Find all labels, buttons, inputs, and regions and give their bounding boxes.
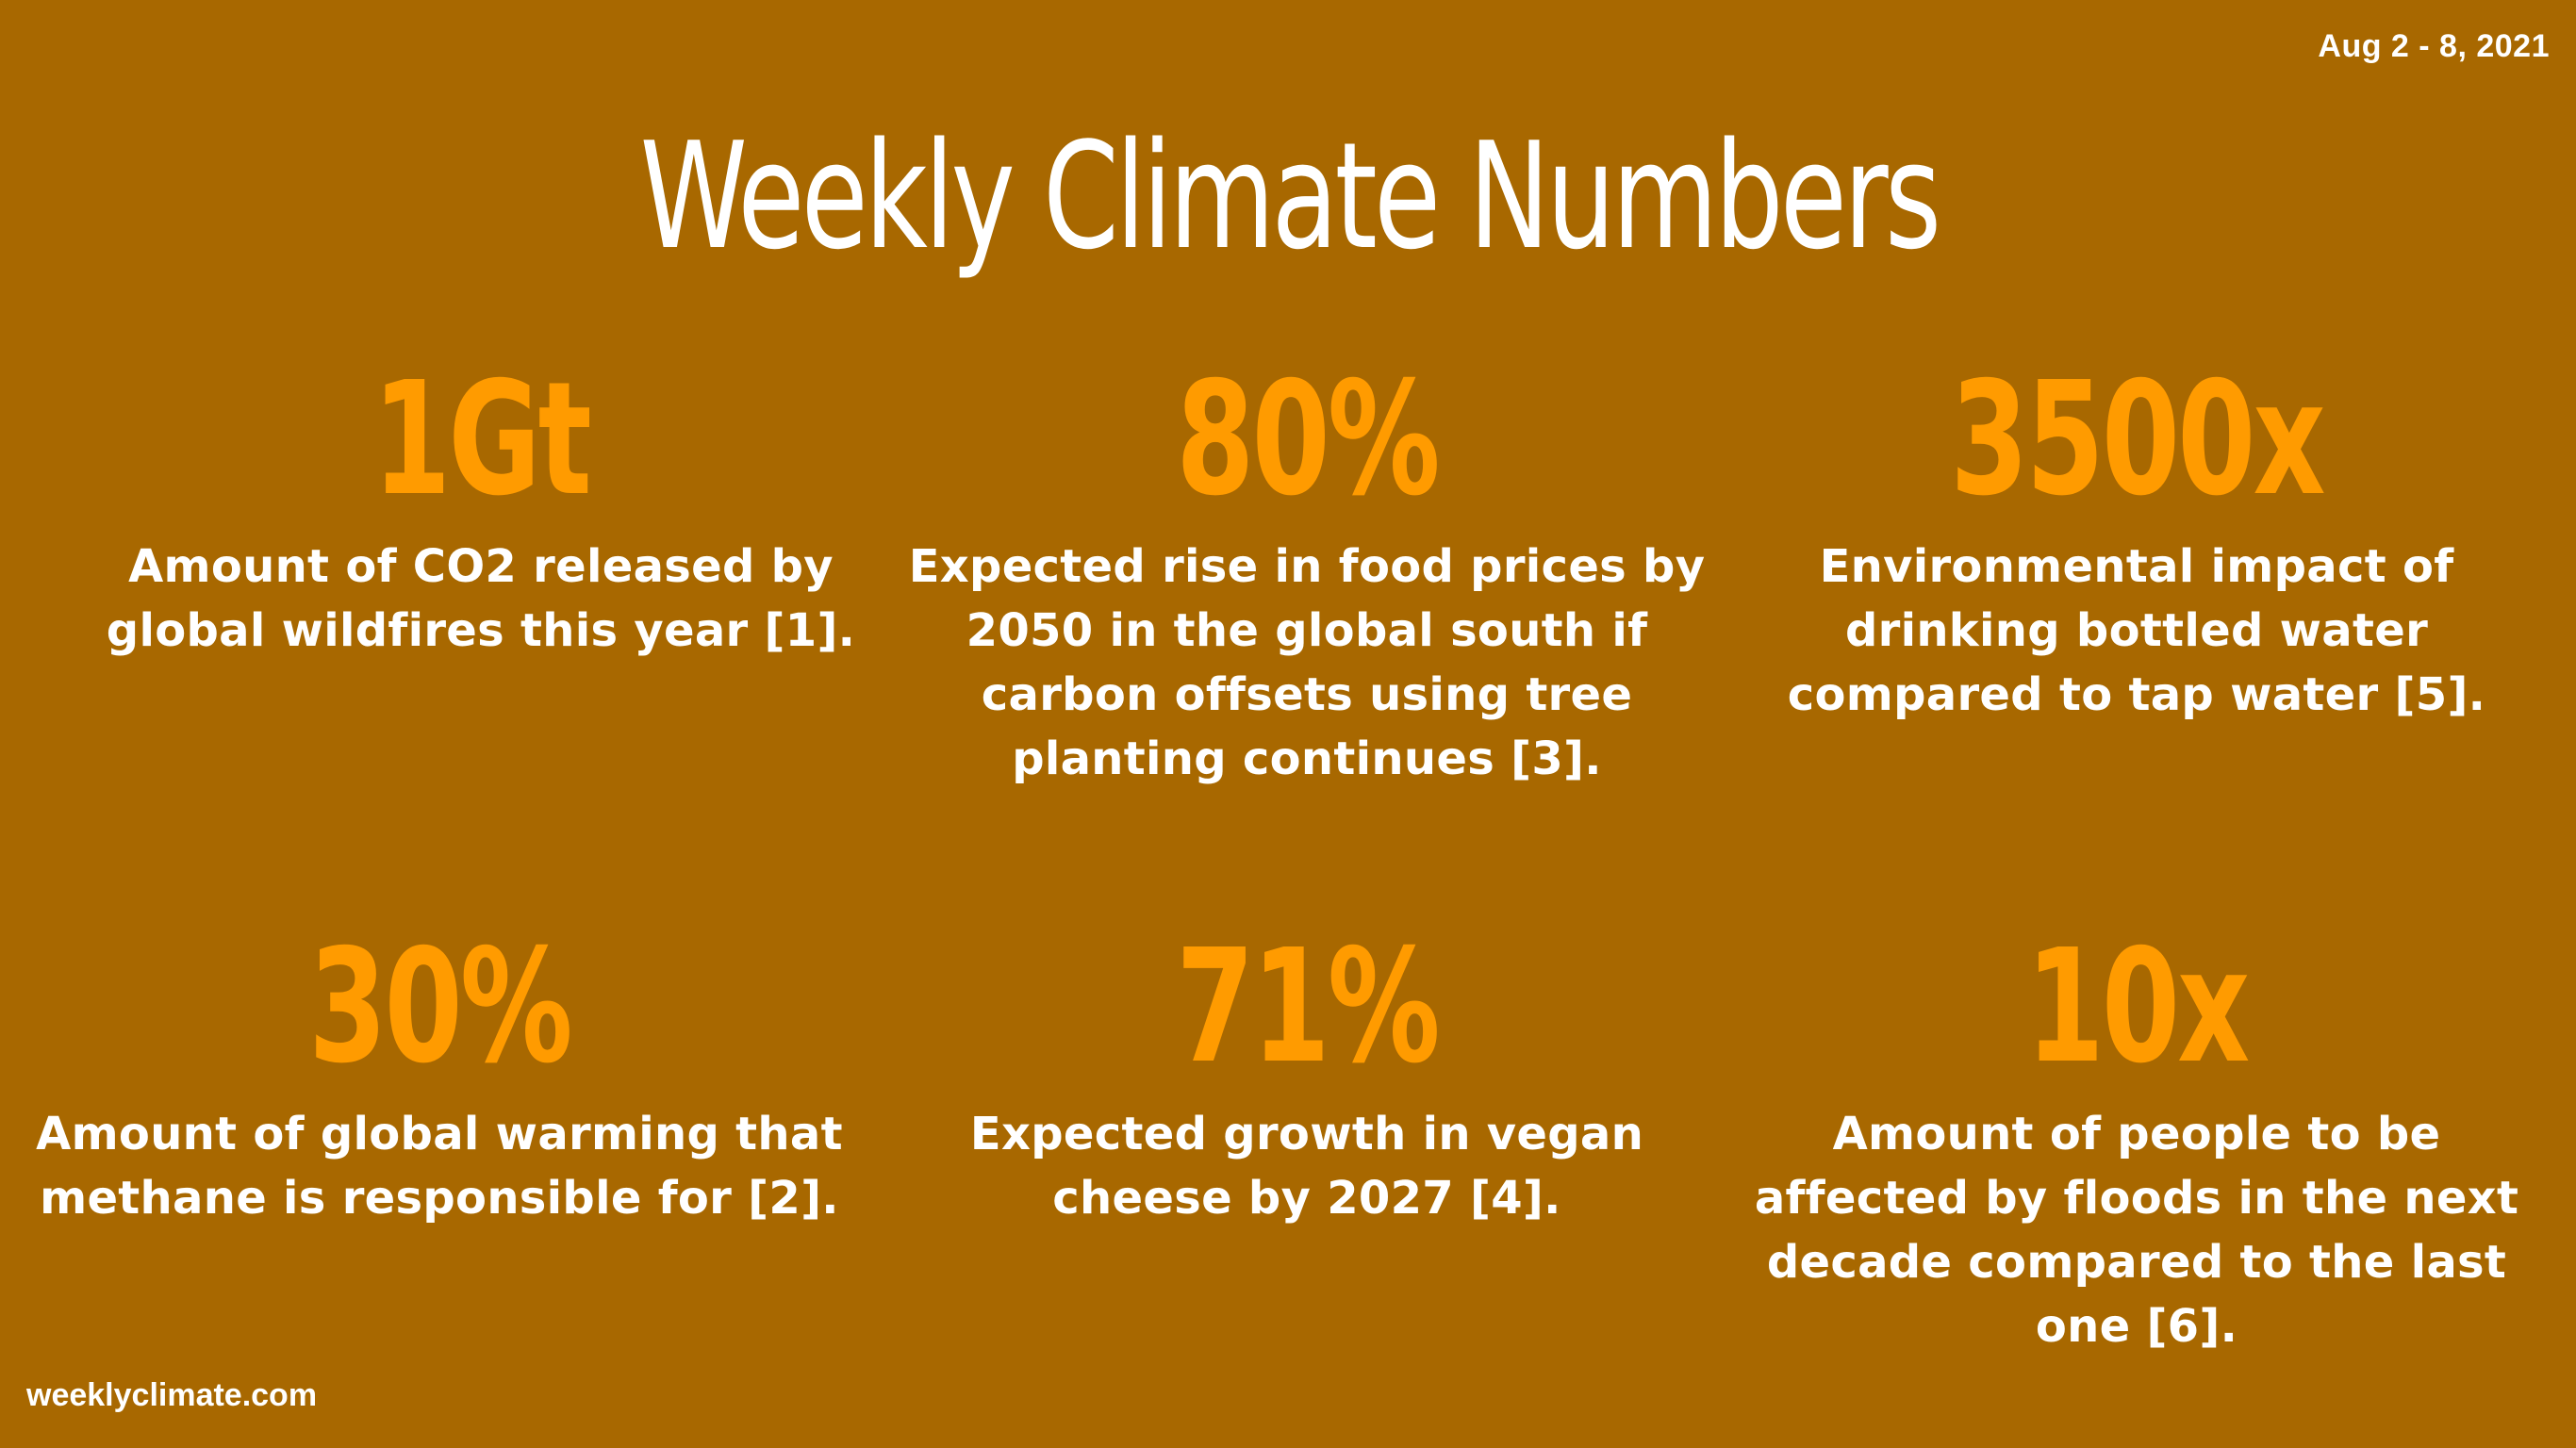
page-title: Weekly Climate Numbers (639, 110, 1941, 282)
stat-number: 3500x (1950, 349, 2325, 531)
stat-description: Expected growth in vegan cheese by 2027 … (969, 1108, 1644, 1225)
website-footer: weeklyclimate.com (26, 1377, 318, 1413)
stat-description: Amount of people to be affected by flood… (1754, 1108, 2519, 1353)
stat-description: Amount of CO2 released by global wildfir… (106, 540, 856, 657)
stat-description: Amount of global warming that methane is… (36, 1108, 843, 1225)
stat-number: 80% (1176, 349, 1440, 531)
stat-number: 71% (1176, 916, 1440, 1098)
stat-card: 1Gt Amount of CO2 released by global wil… (75, 360, 886, 663)
date-range: Aug 2 - 8, 2021 (2318, 28, 2550, 64)
stat-card: 30% Amount of global warming that methan… (34, 928, 845, 1230)
stat-card: 80% Expected rise in food prices by 2050… (901, 360, 1712, 791)
stat-card: 71% Expected growth in vegan cheese by 2… (901, 928, 1712, 1230)
stat-number: 10x (2025, 916, 2251, 1098)
stat-description: Environmental impact of drinking bottled… (1787, 540, 2486, 721)
stat-number: 30% (308, 916, 572, 1098)
stat-number: 1Gt (372, 349, 592, 531)
stat-card: 3500x Environmental impact of drinking b… (1731, 360, 2542, 727)
stat-description: Expected rise in food prices by 2050 in … (908, 540, 1706, 785)
stat-card: 10x Amount of people to be affected by f… (1731, 928, 2542, 1358)
